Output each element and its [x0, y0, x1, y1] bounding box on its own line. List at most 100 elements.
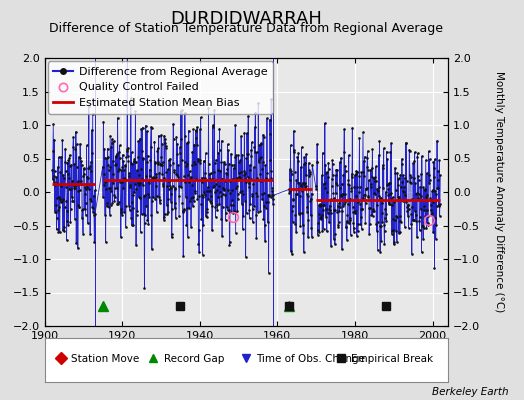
Point: [70, 183, 78, 189]
Point: [216, 168, 225, 174]
Point: [52, 215, 61, 221]
Point: [189, 126, 198, 133]
Point: [336, 184, 345, 191]
Point: [293, 186, 301, 192]
Point: [126, 160, 135, 166]
Point: [193, 196, 202, 202]
Point: [171, 184, 180, 191]
Point: [123, 146, 131, 152]
Point: [200, 174, 209, 181]
Point: [215, 147, 224, 154]
Point: [226, 239, 234, 246]
Point: [428, 188, 436, 194]
Point: [135, 194, 143, 200]
Point: [324, 160, 333, 166]
Point: [68, 194, 76, 201]
Point: [263, 176, 271, 182]
Point: [234, 196, 242, 202]
Point: [248, 219, 257, 225]
Point: [240, 130, 248, 136]
Point: [174, 182, 183, 189]
Point: [165, 178, 173, 184]
Point: [351, 208, 359, 214]
Point: [191, 127, 200, 134]
Point: [121, 162, 129, 168]
Point: [323, 169, 331, 175]
Point: [201, 150, 210, 156]
Point: [140, 220, 149, 226]
Point: [188, 162, 196, 169]
Point: [113, 185, 121, 191]
Point: [102, 239, 110, 245]
Point: [397, 219, 406, 225]
Point: [90, 192, 98, 199]
Point: [132, 186, 140, 192]
Point: [407, 211, 416, 218]
Point: [425, 180, 433, 186]
Point: [67, 162, 75, 168]
Point: [85, 186, 93, 192]
Point: [144, 152, 152, 159]
Point: [382, 188, 390, 195]
Point: [406, 172, 414, 178]
Point: [412, 191, 421, 197]
Point: [325, 203, 334, 209]
Point: [121, 163, 129, 170]
Point: [118, 151, 127, 158]
Point: [195, 249, 203, 255]
Point: [54, 229, 63, 235]
Point: [168, 231, 176, 237]
Point: [139, 211, 148, 218]
Point: [119, 185, 127, 191]
Point: [359, 129, 367, 136]
Point: [378, 218, 387, 225]
Point: [181, 133, 189, 140]
Point: [355, 173, 363, 180]
Point: [285, 186, 293, 193]
Point: [184, 139, 192, 145]
Point: [247, 176, 255, 182]
Point: [80, 166, 88, 172]
Point: [418, 223, 427, 230]
Point: [265, 192, 274, 198]
Point: [269, 192, 278, 198]
Point: [115, 149, 123, 155]
Point: [209, 124, 217, 130]
Point: [127, 95, 135, 101]
Point: [70, 185, 79, 192]
Point: [161, 142, 170, 149]
Point: [352, 193, 360, 200]
Point: [394, 176, 402, 183]
Point: [423, 222, 432, 228]
Point: [216, 189, 224, 196]
Point: [364, 192, 373, 199]
Point: [64, 222, 72, 228]
Point: [51, 208, 59, 215]
Point: [149, 174, 158, 181]
Point: [133, 167, 141, 174]
Point: [166, 162, 174, 168]
Point: [429, 229, 438, 236]
Point: [374, 152, 383, 158]
Point: [395, 213, 403, 219]
Point: [130, 189, 138, 195]
Point: [82, 142, 91, 148]
Point: [366, 220, 374, 227]
Point: [427, 202, 435, 208]
Point: [341, 163, 350, 169]
Point: [425, 156, 434, 162]
Point: [49, 148, 57, 154]
Point: [50, 136, 59, 143]
Point: [267, 96, 276, 102]
Point: [424, 220, 432, 226]
Point: [221, 178, 229, 184]
Point: [321, 120, 329, 126]
Point: [292, 191, 301, 198]
Point: [333, 166, 341, 173]
Point: [357, 226, 366, 232]
Point: [269, 195, 277, 202]
Point: [49, 121, 58, 128]
Point: [182, 140, 191, 146]
Text: Record Gap: Record Gap: [163, 354, 224, 364]
Point: [313, 232, 322, 238]
